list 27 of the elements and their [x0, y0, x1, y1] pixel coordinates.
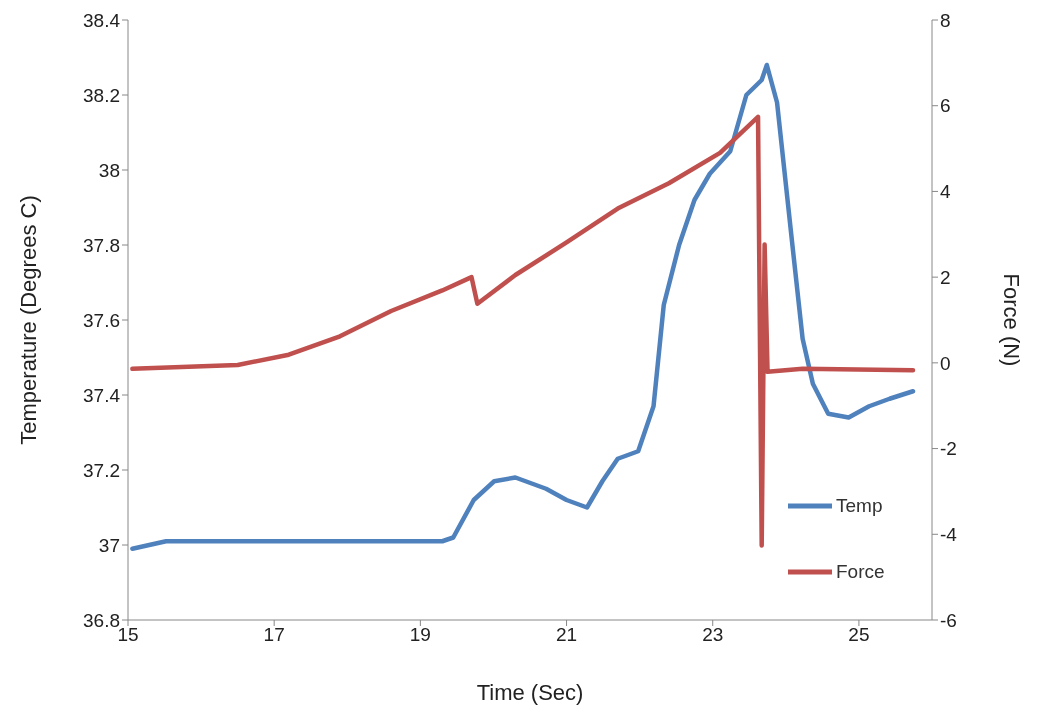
y2-tick-label: -2 — [940, 438, 957, 460]
y-tick-label: 38 — [98, 159, 120, 181]
y2-tick-label: 4 — [940, 181, 951, 203]
y2-axis-title: Force (N) — [999, 273, 1025, 367]
y-tick-label: 37 — [98, 534, 120, 556]
y2-tick-label: 0 — [940, 352, 951, 374]
x-axis-title: Time (Sec) — [476, 680, 584, 705]
y-tick-label: 37.4 — [83, 384, 121, 406]
y2-tick-label: -4 — [940, 524, 958, 546]
y-tick-label: 38.2 — [83, 84, 120, 106]
x-tick-label: 21 — [555, 624, 578, 646]
x-tick-label: 23 — [702, 624, 724, 646]
y-tick-label: 37.2 — [83, 459, 120, 481]
y-axis-title: Temperature (Degrees C) — [15, 195, 41, 445]
y-tick-label: 36.8 — [83, 609, 120, 631]
y2-tick-label: 8 — [940, 9, 951, 31]
legend-label: Temp — [836, 495, 883, 517]
y-tick-label: 38.4 — [83, 9, 121, 31]
x-tick-label: 19 — [409, 624, 431, 646]
y-tick-label: 37.6 — [83, 309, 120, 331]
x-tick-label: 25 — [848, 624, 870, 646]
legend-label: Force — [836, 561, 885, 583]
y2-tick-label: 6 — [940, 95, 951, 117]
y2-tick-label: -6 — [940, 609, 957, 631]
y-tick-label: 37.8 — [83, 234, 120, 256]
x-tick-label: 17 — [263, 624, 285, 646]
y2-tick-label: 2 — [940, 266, 951, 288]
